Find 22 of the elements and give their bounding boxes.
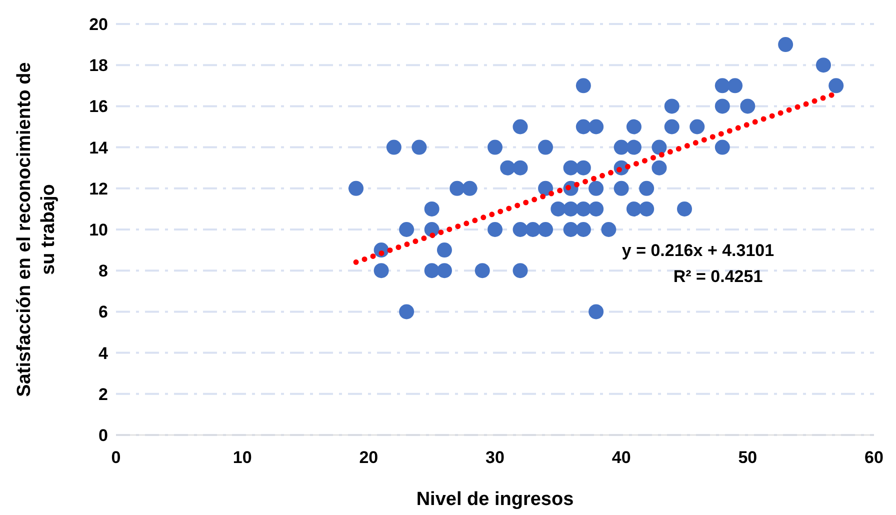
y-axis-title: Satisfacción en el reconocimiento de su trabajo (14, 62, 59, 397)
x-tick-label: 0 (111, 448, 121, 468)
y-tick-label: 4 (98, 344, 109, 363)
x-tick-label: 40 (612, 448, 631, 468)
y-tick-label: 10 (89, 220, 108, 240)
y-tick-label: 18 (89, 56, 108, 76)
y-tick-label: 12 (89, 179, 108, 198)
x-tick-label: 60 (864, 448, 884, 468)
annotation: y = 0.216x + 4.3101 (620, 240, 776, 262)
y-tick-label: 0 (98, 426, 108, 446)
annotation: R² = 0.4251 (672, 266, 764, 288)
x-tick-label: 30 (486, 448, 504, 468)
x-tick-label: 10 (232, 448, 252, 468)
y-tick-label: 14 (89, 138, 109, 158)
y-tick-label: 20 (89, 15, 108, 34)
y-tick-label: 6 (98, 302, 108, 322)
x-tick-label: 50 (738, 448, 758, 468)
x-tick-label: 20 (359, 448, 378, 468)
y-tick-label: 8 (98, 262, 108, 281)
y-tick-label: 16 (89, 97, 108, 116)
x-axis-title: Nivel de ingresos (416, 489, 574, 510)
y-tick-label: 2 (98, 384, 108, 404)
